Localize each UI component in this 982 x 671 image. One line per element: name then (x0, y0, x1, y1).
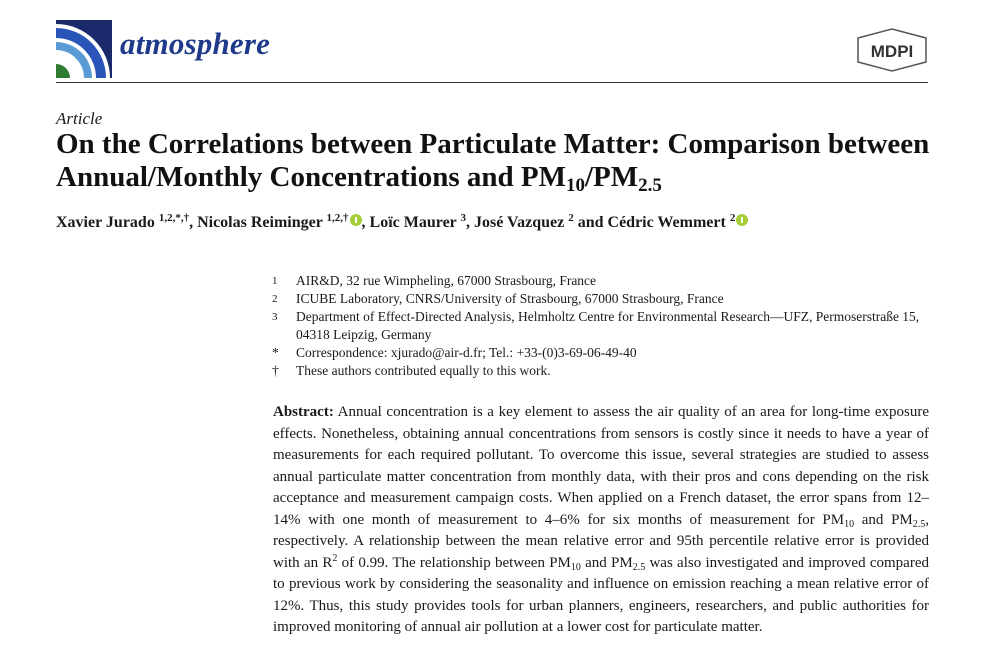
affiliations: 1 AIR&D, 32 rue Wimpheling, 67000 Strasbo… (272, 272, 932, 380)
atmosphere-logo-icon (56, 20, 112, 78)
orcid-icon[interactable] (349, 214, 362, 226)
author[interactable]: Cédric Wemmert 2 (607, 212, 736, 232)
article-title: On the Correlations between Particulate … (56, 128, 930, 196)
affiliation-item: 2 ICUBE Laboratory, CNRS/University of St… (272, 291, 724, 306)
author[interactable]: Nicolas Reiminger 1,2,† (197, 212, 349, 232)
equal-contribution-note: † These authors contributed equally to th… (272, 363, 551, 378)
article-type: Article (56, 109, 103, 128)
author[interactable]: José Vazquez 2 (473, 212, 574, 232)
affiliation-item: 1 AIR&D, 32 rue Wimpheling, 67000 Strasbo… (272, 273, 597, 288)
abstract-label: Abstract: (273, 404, 334, 420)
author[interactable]: Xavier Jurado 1,2,*,† (56, 212, 190, 232)
mdpi-logo-icon: MDPI (857, 28, 927, 72)
abstract: Abstract: Annual concentration is a key … (273, 404, 930, 635)
affiliation-item: 3 Department of Effect-Directed Analysis,… (272, 309, 920, 342)
author-list: Xavier Jurado 1,2,*,†, Nicolas Reiminger… (56, 212, 749, 232)
publisher-logo-text: MDPI (871, 42, 914, 61)
header-divider (56, 82, 928, 83)
correspondence: * Correspondence: xjurado@air-d.fr; Tel.:… (272, 345, 637, 360)
journal-name: atmosphere (120, 26, 271, 61)
author[interactable]: Loïc Maurer 3 (369, 212, 466, 232)
orcid-icon[interactable] (736, 214, 749, 226)
journal-header: atmosphere MDPI (56, 18, 928, 82)
